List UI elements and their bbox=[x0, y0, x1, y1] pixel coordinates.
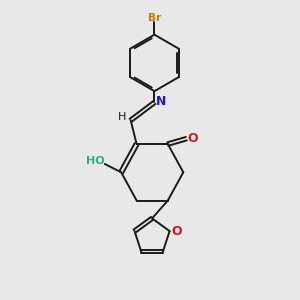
Text: O: O bbox=[172, 225, 182, 238]
Text: Br: Br bbox=[148, 13, 161, 23]
Text: O: O bbox=[188, 132, 198, 145]
Text: HO: HO bbox=[86, 156, 105, 166]
Text: H: H bbox=[118, 112, 127, 122]
Text: N: N bbox=[156, 95, 166, 108]
